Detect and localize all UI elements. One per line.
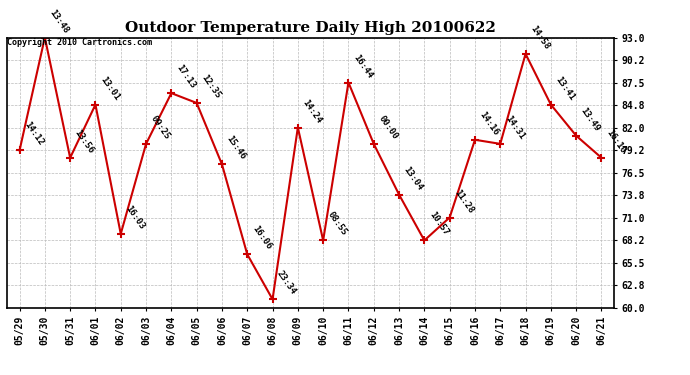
Text: 13:48: 13:48 — [48, 8, 70, 35]
Text: 17:13: 17:13 — [174, 63, 197, 90]
Text: 13:49: 13:49 — [579, 106, 602, 133]
Text: 23:34: 23:34 — [275, 269, 298, 297]
Text: Copyright 2010 Cartronics.com: Copyright 2010 Cartronics.com — [7, 38, 152, 46]
Text: 08:55: 08:55 — [326, 210, 348, 238]
Text: 16:10: 16:10 — [604, 128, 627, 155]
Text: 11:28: 11:28 — [453, 188, 475, 215]
Text: 14:24: 14:24 — [301, 98, 324, 125]
Text: 13:56: 13:56 — [73, 128, 96, 155]
Text: 14:31: 14:31 — [503, 114, 526, 141]
Text: 13:04: 13:04 — [402, 165, 424, 192]
Text: 13:41: 13:41 — [553, 75, 576, 102]
Text: 00:00: 00:00 — [377, 114, 400, 141]
Text: 13:01: 13:01 — [98, 75, 121, 102]
Text: 15:46: 15:46 — [225, 134, 248, 162]
Text: 09:25: 09:25 — [149, 114, 172, 141]
Title: Outdoor Temperature Daily High 20100622: Outdoor Temperature Daily High 20100622 — [125, 21, 496, 35]
Text: 16:06: 16:06 — [250, 224, 273, 252]
Text: 16:03: 16:03 — [124, 204, 146, 231]
Text: 14:58: 14:58 — [529, 24, 551, 51]
Text: 16:44: 16:44 — [351, 53, 374, 80]
Text: 12:35: 12:35 — [199, 73, 222, 100]
Text: 10:57: 10:57 — [427, 210, 450, 238]
Text: 14:16: 14:16 — [477, 110, 500, 137]
Text: 14:12: 14:12 — [22, 120, 45, 148]
